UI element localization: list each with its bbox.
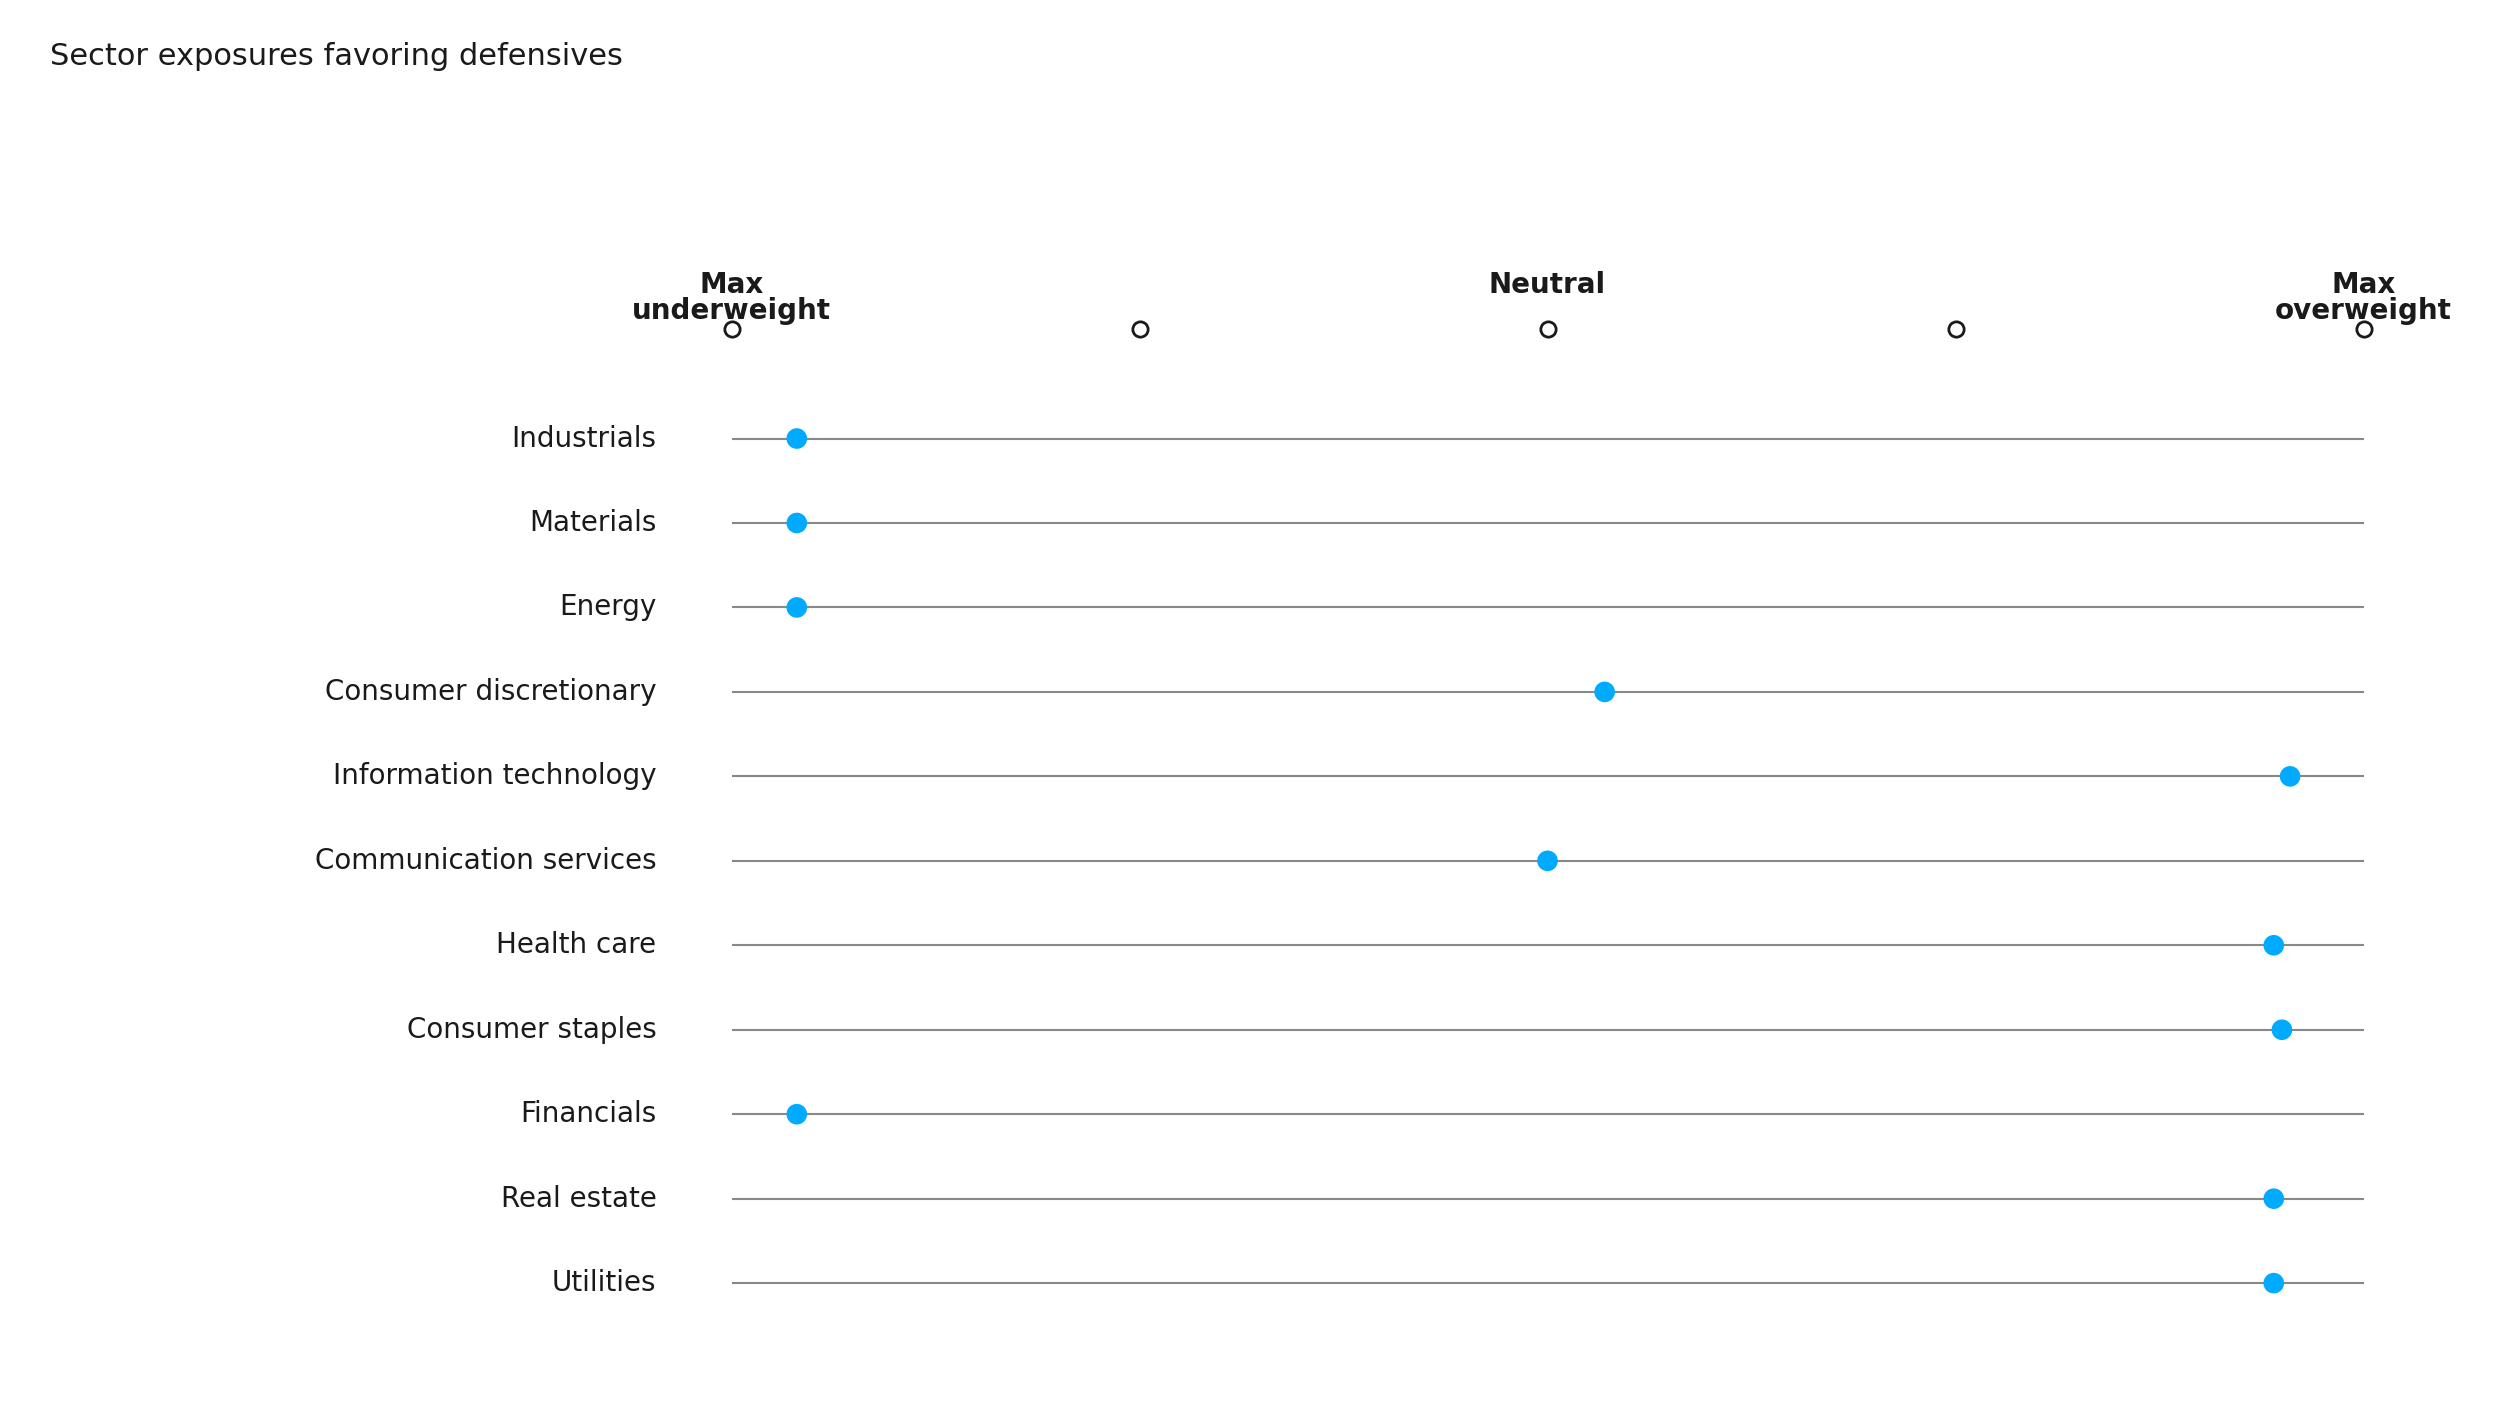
Text: underweight: underweight [631,296,831,324]
Point [776,427,816,449]
Point [1585,681,1625,703]
Point [2269,765,2309,788]
Text: Communication services: Communication services [314,847,656,875]
Point [2254,1272,2294,1294]
Text: Real estate: Real estate [502,1185,656,1213]
Text: Information technology: Information technology [332,762,656,790]
Text: Max: Max [699,271,764,299]
Point [776,1104,816,1126]
Text: Energy: Energy [559,594,656,622]
Point [776,597,816,619]
Text: Industrials: Industrials [512,424,656,452]
Text: overweight: overweight [2274,296,2451,324]
Point [776,511,816,534]
Text: Financials: Financials [519,1101,656,1129]
Point [2254,1188,2294,1210]
Text: Consumer staples: Consumer staples [407,1015,656,1043]
Text: Neutral: Neutral [1490,271,1605,299]
Text: Max: Max [2331,271,2396,299]
Point [2254,934,2294,956]
Text: Consumer discretionary: Consumer discretionary [324,678,656,706]
Text: Materials: Materials [529,510,656,536]
Text: Health care: Health care [497,931,656,959]
Point [2261,1018,2301,1040]
Text: Utilities: Utilities [552,1269,656,1297]
Text: Sector exposures favoring defensives: Sector exposures favoring defensives [50,42,624,72]
Point [1528,849,1567,872]
